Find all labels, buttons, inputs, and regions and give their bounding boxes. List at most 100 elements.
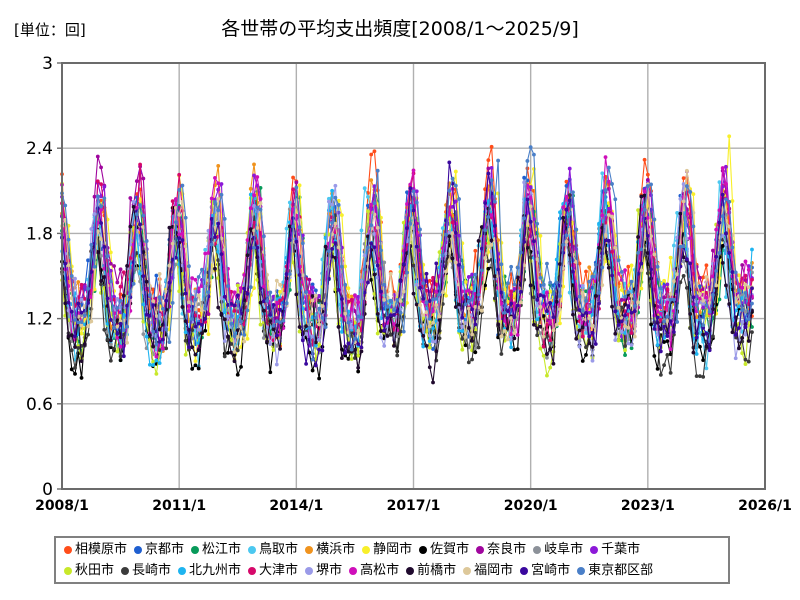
legend-item[interactable]: 福岡市: [463, 564, 513, 577]
legend-item[interactable]: 東京都区部: [577, 564, 653, 577]
data-point-marker: [330, 202, 335, 207]
data-point-marker: [369, 178, 374, 183]
data-point-marker: [261, 299, 266, 304]
data-point-marker: [108, 338, 113, 343]
data-point-marker: [336, 287, 341, 292]
legend-item[interactable]: 大津市: [248, 564, 298, 577]
data-point-marker: [571, 269, 575, 274]
data-point-marker: [255, 175, 260, 179]
data-point-marker: [333, 241, 338, 245]
legend-item[interactable]: 高松市: [349, 564, 399, 577]
data-point-marker: [213, 235, 217, 239]
data-point-marker: [76, 320, 81, 325]
data-point-marker: [610, 182, 614, 186]
data-point-marker: [258, 207, 263, 212]
data-point-marker: [528, 185, 533, 189]
data-point-marker: [121, 293, 126, 298]
data-point-marker: [584, 345, 588, 350]
legend-item[interactable]: 北九州市: [178, 564, 241, 577]
data-point-marker: [297, 325, 302, 329]
data-point-marker: [414, 282, 419, 287]
data-point-marker: [66, 308, 71, 313]
data-point-marker: [541, 344, 546, 349]
legend-item[interactable]: 横浜市: [305, 543, 355, 556]
data-point-marker: [79, 282, 84, 287]
data-point-marker: [558, 294, 562, 298]
data-point-marker: [141, 319, 146, 324]
data-point-marker: [450, 176, 455, 181]
data-point-marker: [105, 254, 110, 259]
data-point-marker: [356, 300, 361, 305]
data-point-marker: [157, 295, 162, 300]
data-point-marker: [740, 263, 745, 267]
data-point-marker: [193, 363, 198, 368]
data-point-marker: [486, 244, 491, 249]
data-point-marker: [499, 301, 504, 306]
data-point-marker: [724, 164, 728, 169]
data-point-marker: [512, 286, 517, 291]
data-point-marker: [545, 322, 549, 327]
data-point-marker: [418, 285, 422, 290]
data-point-marker: [138, 162, 143, 167]
data-point-marker: [698, 296, 702, 301]
data-point-marker: [509, 336, 514, 341]
data-point-marker: [479, 308, 484, 313]
data-point-marker: [509, 332, 514, 337]
legend-item[interactable]: 奈良市: [476, 543, 526, 556]
data-point-marker: [603, 155, 608, 160]
data-point-marker: [213, 200, 217, 204]
legend-marker-icon: [305, 545, 314, 554]
data-point-marker: [112, 325, 116, 330]
data-point-marker: [294, 185, 299, 190]
legend-item[interactable]: 相模原市: [64, 543, 127, 556]
legend-item[interactable]: 堺市: [305, 564, 342, 577]
legend-item[interactable]: 千葉市: [590, 543, 640, 556]
legend-item[interactable]: 宮崎市: [520, 564, 570, 577]
data-point-marker: [398, 299, 403, 303]
data-point-marker: [746, 267, 751, 272]
data-point-marker: [326, 196, 331, 201]
data-point-marker: [619, 319, 624, 324]
data-point-marker: [665, 297, 670, 302]
data-point-marker: [681, 244, 686, 249]
legend-item[interactable]: 佐賀市: [419, 543, 469, 556]
legend-item[interactable]: 岐阜市: [533, 543, 583, 556]
data-point-marker: [196, 321, 201, 326]
data-point-marker: [226, 350, 230, 355]
data-point-marker: [528, 283, 533, 288]
data-point-marker: [180, 238, 185, 243]
legend-item[interactable]: 前橋市: [406, 564, 456, 577]
data-point-marker: [193, 324, 198, 329]
data-point-marker: [170, 301, 175, 305]
legend-item[interactable]: 京都市: [134, 543, 184, 556]
data-point-marker: [440, 253, 445, 258]
data-point-marker: [535, 333, 540, 338]
legend-item[interactable]: 鳥取市: [248, 543, 298, 556]
data-point-marker: [196, 275, 201, 279]
data-point-marker: [567, 198, 572, 203]
legend-item[interactable]: 静岡市: [362, 543, 412, 556]
data-point-marker: [99, 208, 103, 212]
data-point-marker: [434, 303, 439, 307]
data-point-marker: [649, 322, 653, 327]
data-point-marker: [587, 334, 592, 339]
data-point-marker: [157, 348, 162, 353]
data-point-marker: [180, 208, 185, 213]
data-point-marker: [496, 158, 501, 163]
data-point-marker: [418, 328, 422, 333]
data-point-marker: [287, 238, 292, 243]
legend-item[interactable]: 秋田市: [64, 564, 114, 577]
data-point-marker: [701, 275, 706, 280]
legend-item[interactable]: 長崎市: [121, 564, 171, 577]
data-point-marker: [584, 327, 588, 332]
legend-item[interactable]: 松江市: [191, 543, 241, 556]
data-point-marker: [278, 320, 282, 325]
y-axis-tick-label: 0: [42, 480, 53, 500]
data-point-marker: [235, 372, 240, 377]
data-point-marker: [662, 278, 667, 283]
data-point-marker: [603, 233, 608, 237]
data-point-marker: [694, 315, 699, 320]
data-point-marker: [580, 308, 585, 313]
chart-legend: 相模原市 京都市 松江市 鳥取市 横浜市 静岡市 佐賀市 奈良市 岐阜市 千葉市 秋田市 長崎市 北九…: [54, 536, 730, 584]
data-point-marker: [76, 346, 81, 350]
